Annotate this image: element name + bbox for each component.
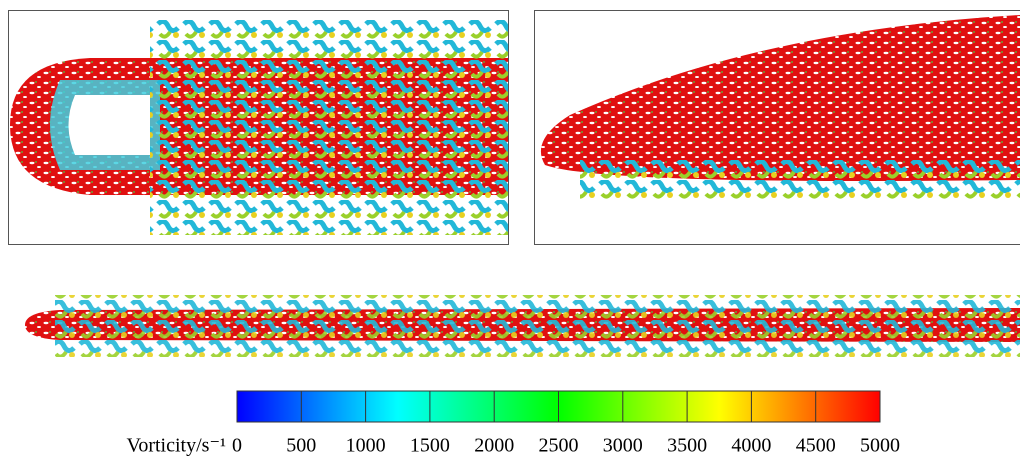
- tick-label: 0: [232, 435, 242, 456]
- tick-label: 3500: [667, 435, 707, 456]
- tick-label: 4500: [796, 435, 836, 456]
- tick-label: 4000: [731, 435, 771, 456]
- tick-label: 3000: [603, 435, 643, 456]
- tick-label: 2000: [474, 435, 514, 456]
- tick-label: 2500: [539, 435, 579, 456]
- side-view-panel: [534, 10, 1020, 245]
- colorbar-label: Vorticity/s⁻¹: [126, 435, 226, 456]
- tick-label: 1500: [410, 435, 450, 456]
- tick-label: 5000: [860, 435, 900, 456]
- tick-label: 500: [286, 435, 316, 456]
- top-view-panel: [8, 10, 509, 245]
- full-body-view: [25, 295, 1020, 357]
- tick-label: 1000: [346, 435, 386, 456]
- colorbar: Vorticity/s⁻¹ 0 500 1000 1500 2000 2500 3000 35…: [126, 390, 900, 456]
